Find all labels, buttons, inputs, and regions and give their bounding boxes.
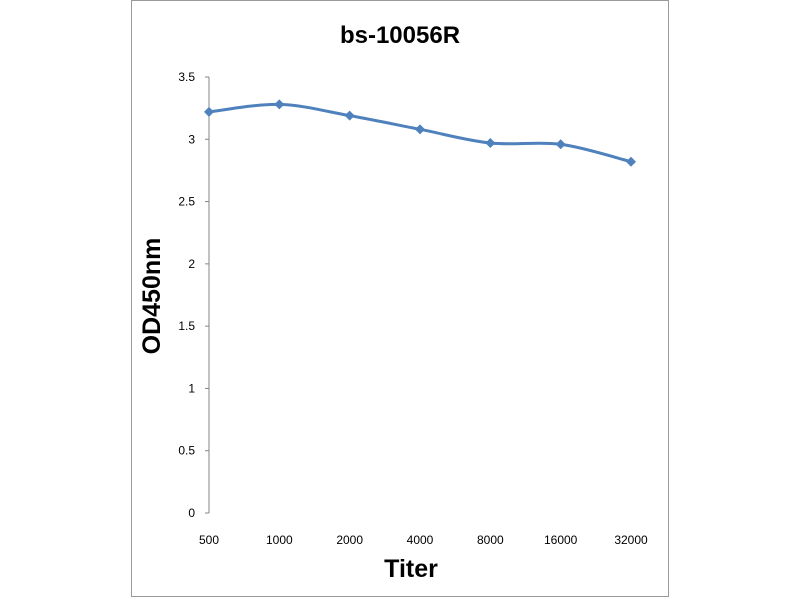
y-axis-title: OD450nm	[138, 238, 166, 355]
y-tick-label: 2	[188, 257, 195, 271]
y-axis-ticks: 0 0.5 1 1.5 2 2.5 3 3.5	[178, 70, 209, 520]
data-point-diamond	[485, 138, 496, 149]
data-point-diamond	[274, 99, 285, 110]
data-point-diamond	[344, 110, 355, 121]
y-tick-label: 1	[188, 381, 195, 395]
y-tick-label: 3.5	[178, 70, 195, 84]
x-tick-label: 4000	[407, 533, 434, 547]
data-point-diamond	[555, 139, 566, 150]
y-tick-label: 3	[188, 132, 195, 146]
y-tick-label: 0.5	[178, 444, 195, 458]
x-tick-label: 2000	[336, 533, 363, 547]
x-tick-label: 32000	[614, 533, 648, 547]
data-point-diamond	[204, 106, 214, 117]
chart-frame	[131, 0, 669, 597]
data-point-diamond	[415, 124, 425, 135]
series-points	[204, 99, 636, 167]
data-point-diamond	[626, 156, 636, 167]
x-axis-title: Titer	[384, 555, 438, 583]
chart-title: bs-10056R	[340, 22, 460, 49]
x-tick-label: 1000	[266, 533, 293, 547]
x-axis-ticks: 500 1000 2000 4000 8000 16000 32000	[199, 533, 648, 547]
y-tick-label: 0	[188, 506, 195, 520]
x-tick-label: 16000	[544, 533, 578, 547]
x-tick-label: 8000	[477, 533, 504, 547]
y-tick-label: 1.5	[178, 319, 195, 333]
y-tick-label: 2.5	[178, 195, 195, 209]
x-tick-label: 500	[199, 533, 219, 547]
